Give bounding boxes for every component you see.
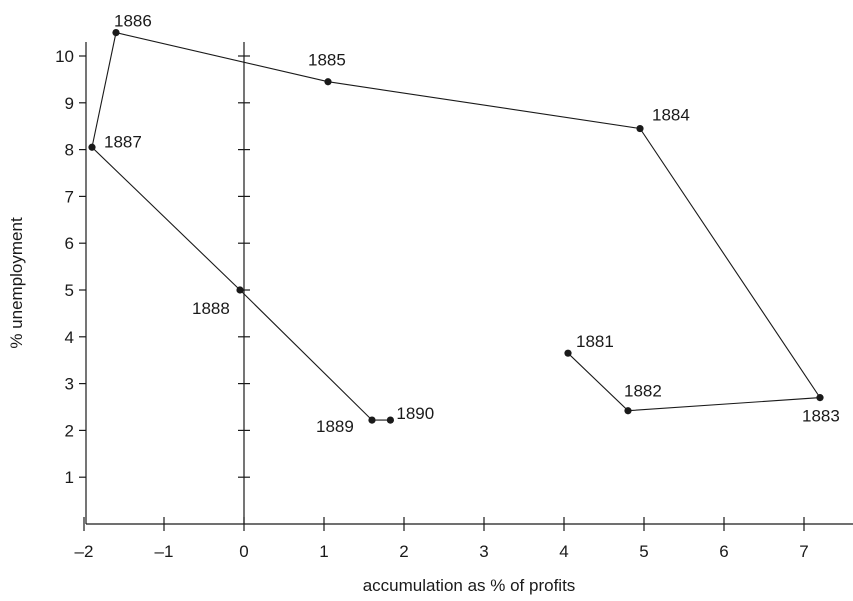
x-tick-label: 5 [639, 542, 648, 561]
y-tick-label: 7 [65, 187, 74, 206]
point-label-1890: 1890 [396, 404, 434, 423]
y-tick-label: 3 [65, 375, 74, 394]
point-labels: 1881 1882 1883 1884 1885 1886 1887 1888 1889 1890 [104, 12, 840, 437]
data-point-1888 [236, 286, 244, 294]
point-label-1888: 1888 [192, 299, 230, 318]
y-axis-title: % unemployment [7, 217, 26, 349]
point-label-1884: 1884 [652, 106, 690, 125]
point-label-1883: 1883 [802, 407, 840, 426]
point-label-1886: 1886 [114, 12, 152, 31]
data-point-1886 [112, 28, 120, 37]
y-tick-label: 6 [65, 234, 74, 253]
x-tick-label: 6 [719, 542, 728, 561]
x-tick-label: 7 [799, 542, 808, 561]
y-tick-label: 10 [55, 47, 74, 66]
data-point-1885 [324, 78, 332, 86]
x-tick-label: 3 [479, 542, 488, 561]
data-point-1883 [816, 394, 824, 402]
x-tick-label: –1 [155, 542, 174, 561]
data-point-1881 [564, 349, 572, 357]
y-tick-label: 5 [65, 281, 74, 300]
y-tick-label: 1 [65, 468, 74, 487]
series [88, 28, 824, 424]
x-tick-label: 0 [239, 542, 248, 561]
data-point-1882 [624, 407, 632, 415]
series-path-line [91, 31, 821, 421]
y-tick-label: 8 [65, 141, 74, 160]
point-label-1882: 1882 [624, 382, 662, 401]
y-tick-label: 2 [65, 421, 74, 440]
data-point-1887 [88, 143, 96, 151]
x-tick-label: 1 [319, 542, 328, 561]
x-tick-label: 2 [399, 542, 408, 561]
point-label-1881: 1881 [576, 332, 614, 351]
x-axis-title: accumulation as % of profits [363, 576, 576, 595]
y-tick-label: 4 [65, 328, 74, 347]
point-label-1887: 1887 [104, 132, 142, 151]
x-tick-label: –2 [75, 542, 94, 561]
data-point-1890 [386, 416, 394, 424]
ticks: –2 –1 0 1 2 3 4 5 6 7 1 2 3 4 5 6 7 8 9 10 [55, 47, 809, 561]
axes [85, 42, 853, 525]
point-label-1885: 1885 [308, 51, 346, 70]
point-label-1889: 1889 [316, 417, 354, 436]
y-tick-label: 9 [65, 94, 74, 113]
data-point-1884 [636, 124, 644, 133]
data-point-1889 [368, 416, 376, 424]
x-tick-label: 4 [559, 542, 568, 561]
